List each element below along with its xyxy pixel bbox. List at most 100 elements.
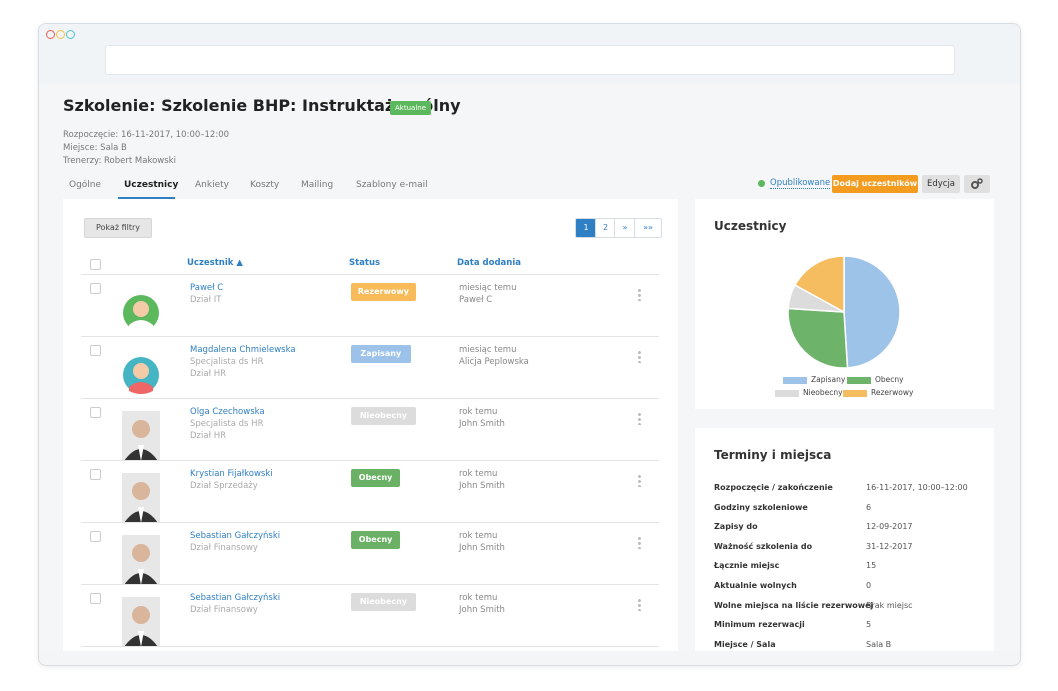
participant-name[interactable]: Magdalena Chmielewska bbox=[190, 345, 296, 355]
participant-name[interactable]: Olga Czechowska bbox=[190, 407, 265, 417]
column-header[interactable]: Data dodania bbox=[457, 258, 521, 268]
legend-label: Nieobecny bbox=[803, 388, 843, 397]
row-line bbox=[81, 398, 659, 399]
detail-value: 0 bbox=[866, 581, 872, 590]
page-title: Szkolenie: Szkolenie BHP: Instruktaż ogó… bbox=[63, 96, 461, 115]
status-badge[interactable]: Obecny bbox=[351, 469, 401, 487]
details-title: Terminy i miejsca bbox=[714, 448, 832, 462]
column-header[interactable]: Status bbox=[349, 258, 381, 268]
detail-label: Miejsce / Sala bbox=[714, 639, 776, 649]
avatar bbox=[122, 597, 160, 647]
tab[interactable]: Uczestnicy bbox=[124, 180, 179, 190]
detail-value: 15 bbox=[866, 561, 877, 571]
dot bbox=[56, 30, 65, 39]
dot bbox=[66, 30, 75, 39]
row-line bbox=[81, 522, 659, 523]
avatar bbox=[122, 287, 160, 337]
tab[interactable]: Ankiety bbox=[195, 180, 229, 190]
avatar-photo bbox=[122, 535, 160, 585]
detail-value: 6 bbox=[866, 502, 872, 512]
legend-swatch bbox=[775, 390, 799, 397]
row-menu bbox=[638, 350, 641, 363]
edit-button[interactable]: Edycja bbox=[922, 175, 960, 193]
row-checkbox[interactable] bbox=[90, 283, 101, 294]
content: Szkolenie: Szkolenie BHP: Instruktaż ogó… bbox=[39, 84, 1020, 651]
row-checkbox[interactable] bbox=[90, 531, 101, 542]
detail-label: Zapisy do bbox=[714, 522, 758, 532]
added-time: rok temu bbox=[459, 531, 498, 541]
status-badge[interactable]: Rezerwowy bbox=[351, 283, 416, 301]
added-by: John Smith bbox=[459, 419, 505, 429]
filter-button[interactable]: Pokaż filtry bbox=[84, 218, 152, 238]
participant-dept: Specjalista ds HR bbox=[190, 419, 264, 429]
add-button[interactable]: Dodaj uczestników bbox=[832, 175, 918, 193]
added-time: rok temu bbox=[459, 469, 498, 479]
avatar-icon bbox=[123, 357, 159, 394]
status-badge[interactable]: Zapisany bbox=[351, 345, 411, 363]
detail-label: Rozpoczęcie / zakończenie bbox=[714, 483, 833, 492]
row-checkbox[interactable] bbox=[90, 593, 101, 604]
avatar bbox=[122, 473, 160, 523]
added-by: John Smith bbox=[459, 481, 505, 491]
detail-label: Łącznie miejsc bbox=[714, 561, 780, 571]
added-time: miesiąc temu bbox=[459, 283, 517, 293]
avatar bbox=[122, 349, 160, 399]
row-checkbox[interactable] bbox=[90, 345, 101, 356]
pie-chart bbox=[787, 255, 901, 369]
avatar-icon bbox=[123, 295, 159, 332]
participant-dept: Dział Finansowy bbox=[190, 605, 258, 615]
participant-dept: Dział Finansowy bbox=[190, 543, 258, 553]
row-checkbox[interactable] bbox=[90, 407, 101, 418]
participant-dept: Dział HR bbox=[190, 369, 226, 379]
status-badge[interactable]: Nieobecny bbox=[351, 407, 416, 425]
tab[interactable]: Szablony e-mail bbox=[356, 180, 428, 190]
settings-button[interactable] bbox=[964, 175, 990, 193]
pie-slice bbox=[843, 255, 901, 369]
meta: Trenerzy: Robert Makowski bbox=[63, 156, 176, 166]
detail-label: Ważność szkolenia do bbox=[714, 541, 813, 551]
pie-slice bbox=[787, 307, 849, 369]
participant-name[interactable]: Paweł C bbox=[190, 283, 224, 293]
status-badge[interactable]: Obecny bbox=[351, 531, 401, 549]
page-button[interactable]: 2 bbox=[595, 218, 616, 238]
browser-bar bbox=[39, 24, 1020, 84]
status-link[interactable]: Opublikowane bbox=[770, 178, 831, 189]
column-header[interactable]: Uczestnik ▲ bbox=[187, 258, 243, 268]
detail-label: Aktualnie wolnych bbox=[714, 581, 797, 590]
address-bar[interactable] bbox=[105, 45, 955, 75]
participant-name[interactable]: Sebastian Gałczyński bbox=[190, 593, 281, 603]
page-button[interactable]: 1 bbox=[575, 218, 597, 238]
participant-name[interactable]: Sebastian Gałczyński bbox=[190, 531, 281, 541]
tab[interactable]: Mailing bbox=[301, 180, 334, 190]
header-checkbox[interactable] bbox=[90, 259, 101, 270]
legend-swatch bbox=[783, 377, 807, 384]
avatar bbox=[122, 411, 160, 461]
detail-label: Godziny szkoleniowe bbox=[714, 502, 808, 512]
row-menu bbox=[638, 288, 641, 301]
page-button[interactable]: » bbox=[614, 218, 636, 238]
page-button[interactable]: »» bbox=[634, 218, 662, 238]
meta: Miejsce: Sala B bbox=[63, 143, 127, 153]
participant-dept: Dział IT bbox=[190, 295, 222, 305]
header-line bbox=[81, 274, 659, 275]
legend-label: Obecny bbox=[875, 375, 904, 384]
participant-dept: Dział HR bbox=[190, 431, 226, 441]
row-checkbox[interactable] bbox=[90, 469, 101, 480]
detail-value: Sala B bbox=[866, 639, 892, 649]
dot bbox=[46, 30, 55, 39]
participant-name[interactable]: Krystian Fijałkowski bbox=[190, 469, 273, 479]
avatar-photo bbox=[122, 597, 160, 647]
tab[interactable]: Ogólne bbox=[69, 180, 102, 190]
tab-underline bbox=[118, 197, 175, 199]
row-menu bbox=[638, 598, 641, 611]
tab[interactable]: Koszty bbox=[250, 180, 280, 190]
avatar bbox=[122, 535, 160, 585]
added-time: miesiąc temu bbox=[459, 345, 517, 355]
browser-window: Szkolenie: Szkolenie BHP: Instruktaż ogó… bbox=[38, 23, 1021, 666]
legend-swatch bbox=[843, 390, 867, 397]
status-badge[interactable]: Nieobecny bbox=[351, 593, 416, 611]
row-menu bbox=[638, 536, 641, 549]
added-time: rok temu bbox=[459, 407, 498, 417]
detail-label: Wolne miejsca na liście rezerwowej bbox=[714, 600, 874, 610]
